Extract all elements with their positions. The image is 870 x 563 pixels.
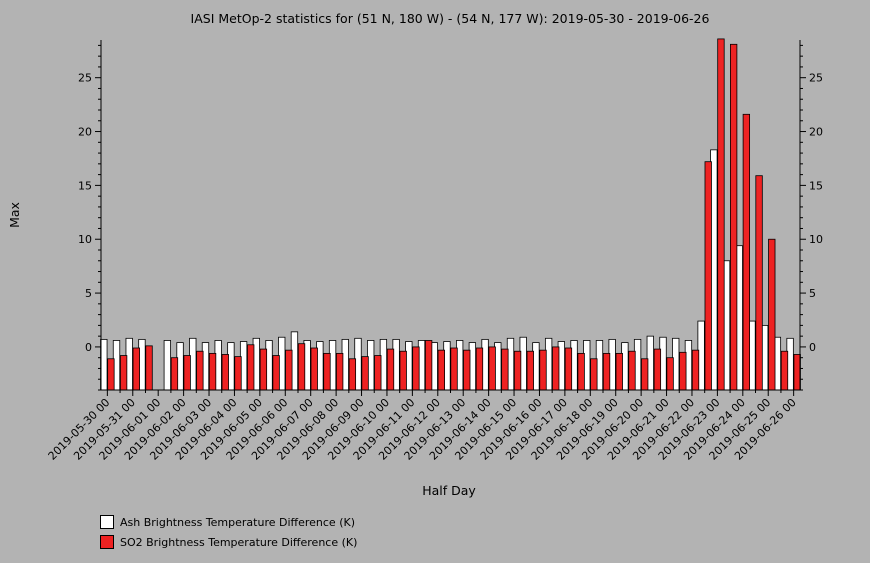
so2-bar — [450, 347, 458, 391]
y-tick-label-left: 15 — [78, 179, 92, 192]
so2-bar — [577, 352, 585, 391]
so2-bar — [615, 352, 623, 391]
y-tick-label-right: 15 — [809, 179, 823, 192]
so2-bar — [259, 348, 268, 391]
so2-bar — [374, 355, 382, 391]
chart-title: IASI MetOp-2 statistics for (51 N, 180 W… — [191, 11, 710, 26]
y-tick-label-left: 0 — [85, 341, 92, 354]
y-axis-label: Max — [7, 202, 22, 228]
y-tick-label-right: 5 — [809, 287, 816, 300]
so2-bar — [679, 351, 687, 391]
so2-bar — [755, 175, 763, 391]
so2-bar — [463, 349, 471, 391]
so2-bar — [513, 350, 522, 391]
so2-bar — [221, 354, 229, 391]
so2-bar — [539, 349, 547, 391]
legend: Ash Brightness Temperature Difference (K… — [100, 512, 357, 552]
so2-bar — [653, 348, 662, 391]
so2-bar — [310, 347, 318, 391]
so2-bar — [348, 358, 357, 391]
legend-item-so2: SO2 Brightness Temperature Difference (K… — [100, 532, 357, 552]
so2-bar — [641, 358, 649, 391]
so2-bar — [793, 354, 801, 391]
so2-bar — [132, 347, 140, 391]
so2-bar — [285, 349, 293, 391]
so2-bar — [768, 238, 776, 391]
so2-bar — [488, 346, 496, 391]
y-tick-label-left: 25 — [78, 72, 92, 85]
y-tick-label-right: 20 — [809, 126, 823, 139]
so2-bar — [501, 348, 509, 391]
y-tick-label-right: 10 — [809, 233, 823, 246]
so2-bar — [323, 352, 331, 391]
so2-bar — [666, 357, 674, 391]
so2-bar — [336, 352, 344, 391]
so2-bar — [386, 348, 395, 391]
so2-bar — [730, 43, 738, 391]
so2-bar — [170, 357, 179, 391]
so2-bar — [526, 350, 534, 391]
y-tick-label-right: 25 — [809, 72, 823, 85]
legend-item-ash: Ash Brightness Temperature Difference (K… — [100, 512, 357, 532]
so2-bar — [119, 355, 128, 391]
legend-label-ash: Ash Brightness Temperature Difference (K… — [120, 515, 355, 529]
so2-bar — [196, 350, 204, 391]
so2-bar — [691, 349, 700, 391]
so2-bar — [412, 346, 420, 391]
so2-bar — [361, 356, 369, 391]
legend-swatch-so2 — [100, 535, 114, 549]
so2-bar — [424, 340, 433, 391]
y-tick-label-left: 5 — [85, 287, 92, 300]
legend-label-so2: SO2 Brightness Temperature Difference (K… — [120, 535, 358, 549]
so2-bar — [717, 38, 725, 391]
so2-bar — [564, 347, 573, 391]
so2-bar — [437, 349, 445, 391]
so2-bar — [107, 358, 115, 391]
so2-bar — [183, 355, 191, 391]
y-tick-label-left: 10 — [78, 233, 92, 246]
y-tick-label-left: 20 — [78, 126, 92, 139]
so2-bar — [208, 352, 217, 391]
legend-swatch-ash — [100, 515, 114, 529]
so2-bar — [297, 343, 306, 391]
so2-bar — [475, 347, 484, 391]
x-axis-label: Half Day — [422, 483, 476, 498]
y-tick-label-right: 0 — [809, 341, 816, 354]
ash-bar — [163, 340, 172, 391]
so2-bar — [234, 356, 242, 391]
so2-bar — [145, 345, 153, 391]
so2-bar — [272, 355, 280, 391]
so2-bar — [602, 352, 611, 391]
ash-bar — [100, 338, 108, 391]
so2-bar — [704, 161, 712, 391]
bars-layer — [100, 38, 801, 391]
so2-bar — [590, 358, 598, 391]
so2-bar — [247, 344, 255, 391]
so2-bar — [628, 350, 636, 391]
so2-bar — [552, 346, 560, 391]
so2-bar — [399, 350, 407, 391]
so2-bar — [742, 113, 751, 391]
so2-bar — [780, 350, 789, 391]
